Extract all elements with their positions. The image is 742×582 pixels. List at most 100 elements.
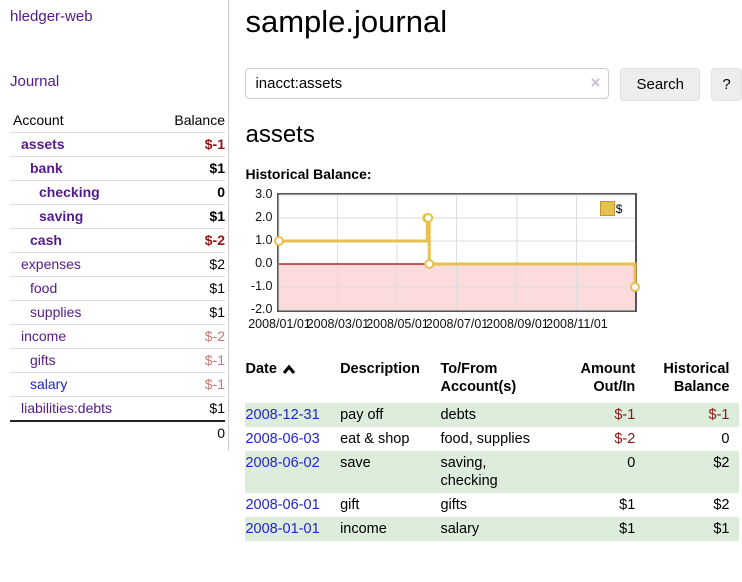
account-balance: $1 <box>209 400 225 416</box>
account-link-liabilities-debts[interactable]: liabilities:debts <box>21 400 113 416</box>
chart-legend: $ <box>599 201 623 216</box>
transaction-description: gift <box>340 497 360 513</box>
x-axis-tick: 2008/07/01 <box>425 317 489 331</box>
account-balance: $-2 <box>204 232 225 248</box>
y-axis-tick: -1.0 <box>250 279 273 293</box>
transaction-description: pay off <box>340 407 384 423</box>
transaction-date-link[interactable]: 2008-06-01 <box>245 497 320 513</box>
transaction-date-link[interactable]: 2008-06-02 <box>245 455 320 471</box>
transaction-balance: $1 <box>713 521 730 537</box>
account-row: expenses $2 <box>10 252 225 277</box>
register-col-description: Description <box>340 361 420 377</box>
x-axis-tick: 2008/09/01 <box>486 317 549 331</box>
x-axis-tick: 2008/05/01 <box>366 317 429 331</box>
transaction-balance: $2 <box>713 455 730 471</box>
register-header-row: Date Description To/From Account(s) Amou… <box>245 358 739 403</box>
account-row: supplies $1 <box>10 300 225 325</box>
sidebar-item-journal[interactable]: Journal <box>10 73 60 90</box>
account-row: food $1 <box>10 276 225 301</box>
account-link-income[interactable]: income <box>21 328 67 344</box>
app-layout: hledger-web Journal Account Balance asse… <box>10 0 742 541</box>
transaction-balance: 0 <box>721 431 730 447</box>
sort-ascending-icon <box>282 364 296 374</box>
register-col-accounts: To/From Account(s) <box>440 361 517 395</box>
transaction-amount: $-1 <box>614 407 636 423</box>
page-title: sample.journal <box>245 4 448 39</box>
account-row: assets $-1 <box>10 132 225 157</box>
balance-col-header: Balance <box>174 112 225 128</box>
account-balance: $-1 <box>204 376 225 392</box>
account-balance: $-2 <box>204 328 225 344</box>
accounts-total-value: 0 <box>217 425 225 441</box>
x-axis-tick: 2008/01/01 <box>248 317 311 331</box>
account-link-checking[interactable]: checking <box>39 184 100 200</box>
register-table: Date Description To/From Account(s) Amou… <box>245 358 740 541</box>
search-button[interactable]: Search <box>620 68 700 101</box>
register-col-amount: Amount Out/In <box>580 361 636 395</box>
chart-section-label: Historical Balance: <box>245 166 372 182</box>
account-link-food[interactable]: food <box>30 280 58 296</box>
transaction-balance: $2 <box>713 497 730 513</box>
transaction-date-link[interactable]: 2008-01-01 <box>245 521 320 537</box>
account-link-saving[interactable]: saving <box>39 208 84 224</box>
accounts-col-header: Account <box>13 112 64 128</box>
x-axis-tick: 2008/11/01 <box>546 317 608 331</box>
account-balance: $1 <box>209 280 225 296</box>
y-axis-tick: 0.0 <box>255 256 273 270</box>
transaction-description: eat & shop <box>340 431 410 447</box>
register-row[interactable]: 2008-06-01 gift gifts $1 $2 <box>245 493 739 517</box>
legend-swatch-icon <box>599 201 615 216</box>
accounts-total-row: 0 <box>10 421 225 445</box>
transaction-date-link[interactable]: 2008-12-31 <box>245 407 320 423</box>
register-col-date[interactable]: Date <box>245 358 340 403</box>
account-link-supplies[interactable]: supplies <box>30 304 82 320</box>
historical-balance-chart: $ 3.0 2.0 1.0 0.0 -1.0 -2.0 2008/01/01 2008/03/… <box>245 187 742 333</box>
clear-search-icon[interactable]: × <box>590 73 601 92</box>
transaction-accounts: saving, checking <box>440 455 498 489</box>
account-link-bank[interactable]: bank <box>30 160 63 176</box>
search-field-wrap: × <box>245 68 610 101</box>
account-link-cash[interactable]: cash <box>30 232 62 248</box>
y-axis-tick: 2.0 <box>255 210 273 224</box>
y-axis-tick: 3.0 <box>255 187 273 201</box>
account-balance: 0 <box>217 184 225 200</box>
account-row: salary $-1 <box>10 372 225 397</box>
help-button[interactable]: ? <box>711 68 742 101</box>
search-bar: × Search ? <box>245 68 742 101</box>
chart-plot-area: $ <box>274 193 641 312</box>
register-row[interactable]: 2008-06-02 save saving, checking 0 $2 <box>245 451 740 493</box>
register-row[interactable]: 2008-01-01 income salary $1 $1 <box>245 517 740 541</box>
legend-label: $ <box>615 201 623 216</box>
account-row: income $-2 <box>10 324 225 349</box>
main-content: sample.journal × Search ? assets Histori… <box>229 0 742 541</box>
x-axis-tick: 2008/03/01 <box>306 317 370 331</box>
chart-canvas <box>274 194 641 311</box>
register-row[interactable]: 2008-12-31 pay off debts $-1 $-1 <box>245 403 740 427</box>
account-heading: assets <box>245 121 315 148</box>
accounts-table: Account Balance assets $-1 bank $1 checking 0… <box>10 109 225 445</box>
account-row: gifts $-1 <box>10 348 225 373</box>
account-row: bank $1 <box>10 156 225 181</box>
register-row[interactable]: 2008-06-03 eat & shop food, supplies $-2 0 <box>245 427 739 451</box>
account-row: saving $1 <box>10 204 225 229</box>
account-link-expenses[interactable]: expenses <box>21 256 81 272</box>
search-input[interactable] <box>245 68 610 99</box>
account-link-gifts[interactable]: gifts <box>30 352 56 368</box>
account-link-assets[interactable]: assets <box>21 136 65 152</box>
account-balance: $2 <box>209 256 225 272</box>
transaction-amount: $-2 <box>614 431 636 447</box>
account-balance: $1 <box>209 208 225 224</box>
transaction-accounts: salary <box>440 521 480 537</box>
y-axis-tick: -2.0 <box>250 302 273 316</box>
account-link-salary[interactable]: salary <box>30 376 68 392</box>
account-row: checking 0 <box>10 180 225 205</box>
account-balance: $-1 <box>204 352 225 368</box>
transaction-date-link[interactable]: 2008-06-03 <box>245 431 320 447</box>
transaction-description: income <box>340 521 387 537</box>
transaction-amount: 0 <box>627 455 636 471</box>
transaction-accounts: debts <box>440 407 476 423</box>
transaction-amount: $1 <box>619 521 636 537</box>
account-balance: $1 <box>209 304 225 320</box>
brand-link[interactable]: hledger-web <box>10 8 93 25</box>
account-balance: $1 <box>209 160 225 176</box>
